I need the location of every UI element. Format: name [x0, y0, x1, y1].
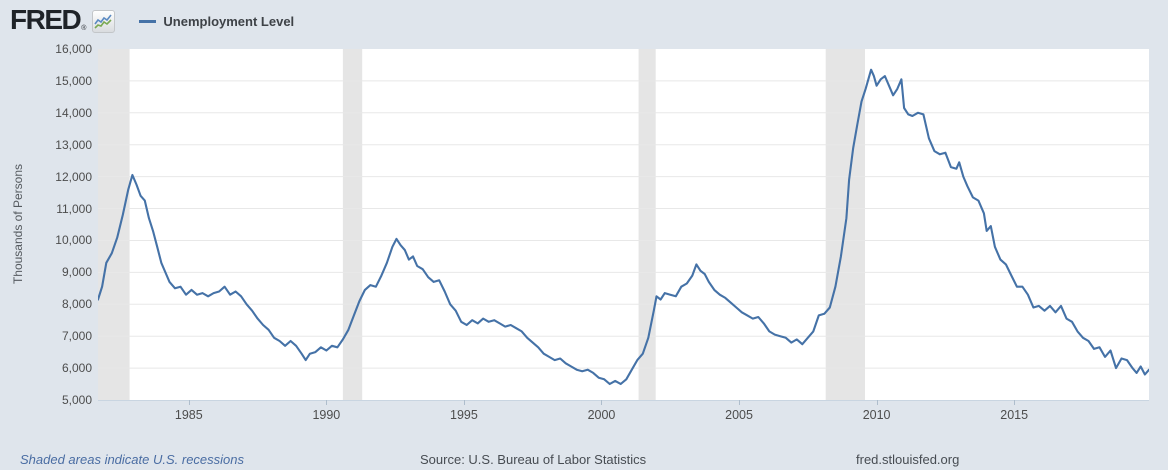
y-tick-label: 7,000	[61, 329, 92, 344]
y-tick-label: 8,000	[61, 297, 92, 312]
x-tick-mark	[1014, 400, 1016, 405]
registered-trademark: ®	[81, 25, 87, 32]
y-axis-title: Thousands of Persons	[11, 163, 25, 285]
source-link[interactable]: Source: U.S. Bureau of Labor Statistics	[420, 452, 647, 467]
fred-logo[interactable]: FRED ®	[10, 4, 116, 35]
legend: Unemployment Level	[139, 14, 294, 29]
fred-wordmark: FRED	[10, 4, 82, 35]
y-tick-label: 12,000	[55, 169, 92, 184]
fred-sparkline-icon	[92, 10, 116, 33]
recession-band	[638, 49, 656, 400]
x-tick-label: 2000	[587, 408, 616, 422]
x-tick-mark	[326, 400, 328, 405]
x-tick-mark	[188, 400, 190, 405]
x-tick-mark	[876, 400, 878, 405]
legend-line-swatch	[139, 20, 157, 23]
recession-band	[98, 49, 130, 400]
plot-area[interactable]	[98, 49, 1149, 401]
y-tick-label: 5,000	[61, 393, 92, 407]
x-tick-label: 1990	[312, 408, 341, 422]
chart-canvas[interactable]	[98, 49, 1149, 400]
x-tick-mark	[463, 400, 465, 405]
y-tick-label: 13,000	[55, 137, 92, 152]
x-tick-label: 1985	[174, 408, 203, 422]
x-tick-label: 2010	[862, 408, 891, 422]
x-tick-mark	[601, 400, 603, 405]
y-tick-label: 14,000	[55, 105, 92, 120]
x-tick-label: 2005	[725, 408, 753, 422]
chart-header: FRED ® Unemployment Level	[10, 4, 294, 36]
recession-note-link[interactable]: Shaded areas indicate U.S. recessions	[20, 452, 245, 467]
recession-band	[342, 49, 363, 400]
x-tick-mark	[739, 400, 741, 405]
y-tick-label: 10,000	[55, 233, 92, 248]
y-tick-label: 16,000	[55, 42, 92, 56]
y-tick-label: 11,000	[56, 201, 92, 216]
x-tick-label: 2015	[1000, 408, 1029, 422]
y-tick-label: 6,000	[61, 361, 92, 376]
y-tick-label: 9,000	[61, 265, 92, 280]
x-tick-label: 1995	[450, 408, 478, 422]
fred-site-link[interactable]: fred.stlouisfed.org	[856, 452, 960, 467]
unemployment-line	[98, 68, 1149, 386]
legend-series-label: Unemployment Level	[163, 14, 295, 29]
y-tick-label: 15,000	[55, 73, 92, 88]
